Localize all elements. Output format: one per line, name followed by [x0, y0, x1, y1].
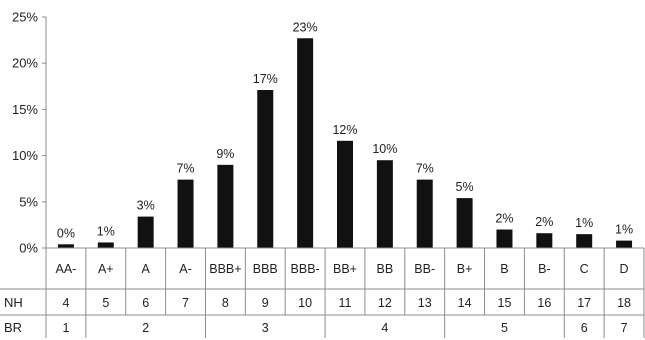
data-label: 7%	[176, 162, 194, 176]
bar	[376, 160, 393, 248]
nh-value: 13	[418, 296, 432, 310]
nh-value: 12	[378, 296, 392, 310]
bar	[496, 229, 513, 248]
y-tick-label: 10%	[12, 148, 38, 163]
bar	[257, 89, 274, 248]
bar	[137, 216, 154, 248]
category-label: BBB	[253, 262, 278, 276]
nh-value: 16	[537, 296, 551, 310]
bar	[536, 233, 553, 248]
br-value: 6	[581, 321, 588, 335]
nh-value: 4	[62, 296, 69, 310]
data-label: 17%	[253, 72, 278, 86]
nh-value: 10	[298, 296, 312, 310]
bar	[337, 140, 353, 248]
bar	[57, 244, 74, 248]
nh-value: 17	[577, 296, 591, 310]
nh-value: 7	[182, 296, 189, 310]
bar	[416, 179, 433, 248]
category-label: BB	[377, 262, 394, 276]
data-label: 1%	[97, 224, 115, 238]
nh-value: 5	[102, 296, 109, 310]
data-label: 1%	[615, 223, 633, 237]
category-label: BB-	[414, 262, 435, 276]
category-label: D	[620, 262, 629, 276]
data-label: 2%	[495, 212, 513, 226]
category-table: AA- A+ A A- BBB+ BBB BBB- BB+ BB BB- B+ B B- C DNH 4 5 6 7…	[0, 247, 645, 338]
bar	[616, 240, 633, 248]
br-value: 5	[501, 321, 508, 335]
category-label: A-	[179, 262, 192, 276]
data-labels: 0% 1% 3% 7% 9% 17% 23% 12% 10% 7% 5% 2% 2% 1% 1%	[57, 20, 633, 240]
data-label: 1%	[575, 216, 593, 230]
category-label: BBB-	[291, 262, 320, 276]
data-label: 3%	[137, 199, 155, 213]
bar	[576, 234, 593, 248]
data-label: 0%	[57, 226, 75, 240]
data-label: 12%	[332, 123, 357, 137]
category-label: B+	[457, 262, 473, 276]
bar	[456, 198, 473, 248]
br-value: 2	[142, 321, 149, 335]
category-label: B-	[538, 262, 551, 276]
y-tick-label: 0%	[19, 241, 38, 256]
br-value: 3	[262, 321, 269, 335]
data-label: 7%	[416, 162, 434, 176]
category-label: C	[580, 262, 589, 276]
bar	[177, 179, 194, 248]
nh-value: 6	[142, 296, 149, 310]
bars	[57, 38, 633, 248]
data-label: 9%	[216, 147, 234, 161]
category-label: BB+	[333, 262, 357, 276]
nh-value: 14	[458, 296, 472, 310]
nh-value: 15	[498, 296, 512, 310]
category-label: A	[141, 262, 150, 276]
bar	[217, 164, 234, 248]
data-label: 10%	[372, 142, 397, 156]
nh-row-label: NH	[4, 295, 23, 310]
y-axis: 0% 5% 10% 15% 20% 25%	[12, 10, 47, 256]
br-value: 7	[621, 321, 628, 335]
data-label: 5%	[456, 180, 474, 194]
data-label: 23%	[293, 20, 318, 34]
nh-value: 11	[339, 296, 352, 310]
y-tick-label: 20%	[12, 56, 38, 71]
category-label: BBB+	[209, 262, 241, 276]
y-tick-label: 25%	[12, 10, 38, 25]
y-tick-label: 15%	[12, 102, 38, 117]
category-label: A+	[98, 262, 114, 276]
category-label: AA-	[56, 262, 77, 276]
bar	[297, 38, 314, 248]
br-value: 1	[62, 321, 69, 335]
data-label: 2%	[535, 215, 553, 229]
bar	[97, 242, 114, 248]
y-tick-label: 5%	[19, 194, 38, 209]
nh-value: 9	[262, 296, 269, 310]
category-label: B	[500, 262, 508, 276]
nh-value: 8	[222, 296, 229, 310]
br-row-label: BR	[4, 320, 22, 335]
br-value: 4	[381, 321, 388, 335]
nh-value: 18	[617, 296, 631, 310]
